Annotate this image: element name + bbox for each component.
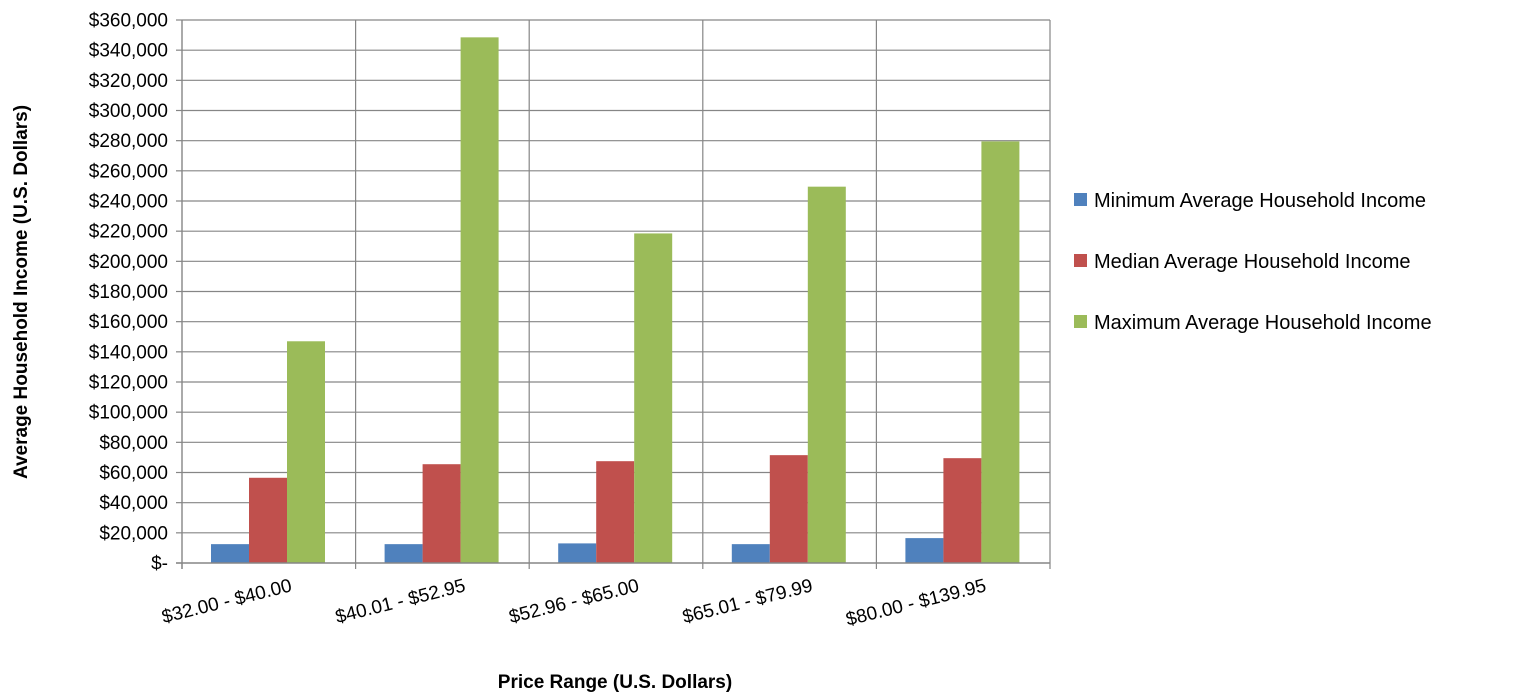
bar-median — [249, 477, 287, 563]
bar-minimum — [731, 544, 770, 563]
x-axis-title: Price Range (U.S. Dollars) — [498, 672, 732, 693]
y-tick-label: $280,000 — [89, 131, 168, 152]
y-tick-label: $- — [151, 554, 168, 575]
gridlines — [182, 19, 1051, 563]
axes — [176, 19, 1051, 569]
legend-swatch — [1074, 315, 1087, 328]
y-tick-label: $340,000 — [89, 41, 168, 62]
y-tick-label: $360,000 — [89, 11, 168, 32]
bar-median — [769, 455, 808, 563]
y-tick-label: $240,000 — [89, 192, 168, 213]
y-tick-label: $20,000 — [99, 523, 168, 544]
bars — [211, 37, 1020, 564]
y-tick-label: $40,000 — [99, 493, 168, 514]
x-tick-label: $32.00 - $40.00 — [160, 575, 294, 628]
legend-swatch — [1074, 193, 1087, 206]
bar-maximum — [981, 141, 1020, 563]
legend-label: Median Average Household Income — [1094, 251, 1411, 273]
x-tick-label: $80.00 - $139.95 — [844, 575, 988, 630]
legend-label: Maximum Average Household Income — [1094, 312, 1432, 334]
y-tick-label: $260,000 — [89, 161, 168, 182]
legend: Minimum Average Household Income Median A… — [1074, 190, 1432, 334]
y-tick-label: $300,000 — [89, 101, 168, 122]
legend-label: Minimum Average Household Income — [1094, 190, 1426, 212]
bar-minimum — [384, 544, 423, 563]
x-tick-label: $52.96 - $65.00 — [507, 575, 641, 628]
bar-median — [596, 461, 635, 563]
bar-minimum — [211, 544, 249, 563]
legend-swatch — [1074, 254, 1087, 267]
y-tick-label: $60,000 — [99, 463, 168, 484]
y-tick-label: $140,000 — [89, 342, 168, 363]
y-tick-label: $180,000 — [89, 282, 168, 303]
x-tick-labels: $32.00 - $40.00 $40.01 - $52.95 $52.96 - $… — [160, 575, 989, 630]
bar-median — [422, 464, 461, 563]
bar-maximum — [807, 186, 846, 563]
x-tick-label: $40.01 - $52.95 — [333, 575, 467, 628]
x-tick-label: $65.01 - $79.99 — [681, 575, 815, 628]
bar-minimum — [905, 538, 944, 563]
bar-median — [943, 458, 982, 563]
y-tick-label: $200,000 — [89, 252, 168, 273]
bar-maximum — [460, 37, 499, 564]
y-tick-label: $220,000 — [89, 222, 168, 243]
bar-maximum — [634, 233, 673, 563]
bar-maximum — [287, 341, 325, 563]
y-tick-labels: $- $20,000 $40,000 $60,000 $80,000 $100,000 $1… — [89, 11, 168, 575]
y-tick-label: $80,000 — [99, 433, 168, 454]
y-axis-title: Average Household Income (U.S. Dollars) — [11, 105, 32, 479]
bar-minimum — [558, 543, 597, 563]
y-tick-label: $120,000 — [89, 373, 168, 394]
y-tick-label: $320,000 — [89, 71, 168, 92]
y-tick-label: $100,000 — [89, 403, 168, 424]
y-tick-label: $160,000 — [89, 312, 168, 333]
